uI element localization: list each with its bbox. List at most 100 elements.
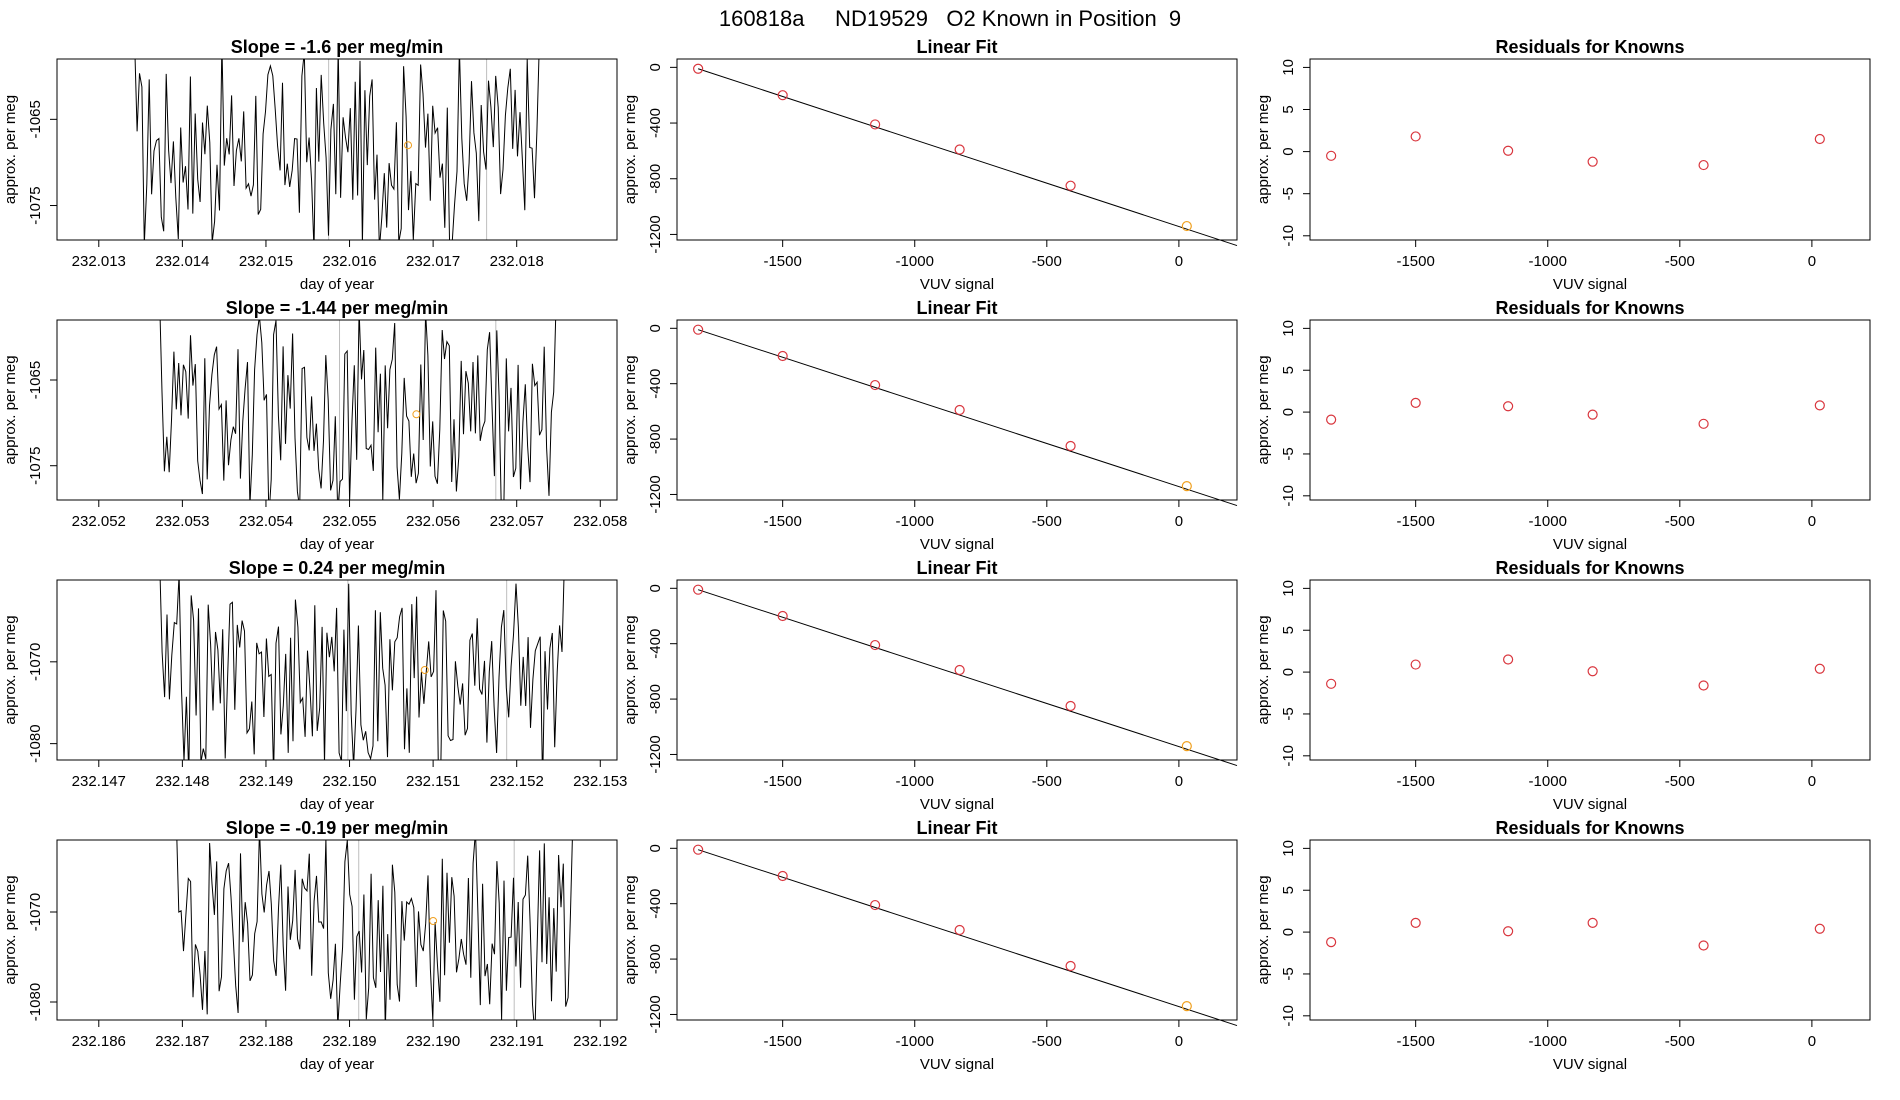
y-tick-label: -10: [1280, 745, 1297, 767]
known-point: [1410, 659, 1421, 670]
x-tick-label: 232.151: [406, 773, 460, 790]
x-tick-label: 232.057: [490, 513, 544, 530]
x-tick-label: 232.149: [239, 773, 293, 790]
sample-mean-marker: [429, 917, 438, 925]
known-point: [1814, 133, 1825, 145]
fit-line: [697, 849, 1238, 1027]
known-point: [1065, 180, 1076, 191]
x-tick-label: 232.053: [155, 513, 209, 530]
known-point: [1065, 960, 1076, 972]
linear-fit-panel: Linear Fit VUV signal approx. per meg -1500…: [622, 37, 1238, 293]
known-point: [1326, 414, 1337, 425]
y-tick-label: -800: [647, 684, 664, 714]
known-point: [1503, 654, 1514, 665]
y-tick-label: -1200: [647, 995, 664, 1033]
raw-signal-trace: [134, 59, 540, 240]
x-tick-label: 232.058: [573, 513, 627, 530]
x-tick-label: -1500: [1396, 773, 1434, 790]
y-tick-label: -800: [647, 164, 664, 194]
x-tick-label: -500: [1032, 253, 1062, 270]
x-tick-label: -1000: [896, 513, 934, 530]
sample-mean-marker: [412, 410, 421, 419]
known-point: [1814, 663, 1825, 674]
known-point-highlight: [1181, 741, 1192, 752]
x-tick-label: 232.056: [406, 513, 460, 530]
known-point: [1587, 666, 1598, 677]
known-point: [954, 144, 965, 155]
y-tick-label: -10: [1280, 225, 1297, 247]
y-tick-label: 0: [1280, 147, 1297, 155]
x-tick-label: 0: [1175, 253, 1183, 270]
y-tick-label: -5: [1280, 707, 1297, 720]
x-tick-label: -1000: [896, 773, 934, 790]
fit-line: [697, 68, 1238, 247]
x-tick-label: -1500: [763, 1033, 801, 1050]
y-tick-label: -800: [647, 424, 664, 454]
fit-line: [697, 329, 1238, 507]
y-axis-label: approx. per meg: [2, 355, 19, 464]
x-tick-label: 0: [1175, 513, 1183, 530]
y-tick-label: -1070: [27, 893, 44, 931]
plot-title: Slope = -1.6 per meg/min: [231, 37, 444, 57]
y-tick-label: 0: [647, 584, 664, 592]
y-tick-label: -1200: [647, 215, 664, 253]
plot-title: Slope = -1.44 per meg/min: [226, 298, 449, 318]
known-point: [870, 119, 881, 130]
plot-frame: [1309, 319, 1871, 501]
y-tick-label: -10: [1280, 1005, 1297, 1027]
plot-title: Residuals for Knowns: [1495, 37, 1684, 57]
linear-fit-panel: Linear Fit VUV signal approx. per meg -1500…: [622, 818, 1238, 1073]
y-tick-label: 5: [1280, 626, 1297, 634]
x-tick-label: 232.147: [72, 773, 126, 790]
plot-title: Slope = -0.19 per meg/min: [226, 818, 449, 838]
x-tick-label: -500: [1032, 513, 1062, 530]
x-tick-label: -500: [1665, 1033, 1695, 1050]
x-axis-label: day of year: [300, 1056, 374, 1073]
known-point: [1698, 159, 1709, 171]
known-point: [1410, 917, 1421, 928]
page-title: 160818a ND19529 O2 Known in Position 9: [719, 6, 1181, 31]
x-tick-label: -500: [1665, 773, 1695, 790]
y-tick-label: 10: [1280, 59, 1297, 76]
x-tick-label: 232.148: [155, 773, 209, 790]
x-tick-label: 232.150: [322, 773, 376, 790]
known-point: [777, 870, 788, 882]
x-tick-label: -1500: [763, 773, 801, 790]
timeseries-panel: Slope = -1.6 per meg/min day of year appro…: [2, 37, 618, 293]
known-point: [777, 90, 788, 101]
x-tick-label: -1500: [763, 513, 801, 530]
plot-frame: [676, 319, 1238, 501]
y-tick-label: -1080: [27, 724, 44, 762]
y-axis-label: approx. per meg: [622, 95, 639, 204]
y-tick-label: 0: [647, 844, 664, 852]
linear-fit-panel: Linear Fit VUV signal approx. per meg -1500…: [622, 558, 1238, 813]
x-axis-label: VUV signal: [920, 536, 994, 553]
known-point: [954, 664, 965, 676]
y-axis-label: approx. per meg: [1255, 875, 1272, 984]
plot-title: Linear Fit: [916, 298, 997, 318]
plot-frame: [56, 319, 618, 501]
x-tick-label: -1000: [896, 253, 934, 270]
y-tick-label: -800: [647, 944, 664, 974]
y-axis-label: approx. per meg: [622, 875, 639, 984]
x-tick-label: 232.191: [490, 1033, 544, 1050]
x-tick-label: 232.188: [239, 1033, 293, 1050]
residuals-panel: Residuals for Knowns VUV signal approx. pe…: [1255, 558, 1871, 813]
x-tick-label: 0: [1808, 773, 1816, 790]
y-tick-label: 10: [1280, 580, 1297, 597]
y-tick-label: 0: [1280, 408, 1297, 416]
raw-signal-trace: [176, 840, 573, 1020]
y-tick-label: 10: [1280, 840, 1297, 857]
known-point: [777, 350, 788, 362]
linear-fit-panel: Linear Fit VUV signal approx. per meg -1500…: [622, 298, 1238, 553]
plot-frame: [1309, 839, 1871, 1021]
y-tick-label: -1065: [27, 361, 44, 399]
known-point: [870, 379, 881, 391]
residuals-panel: Residuals for Knowns VUV signal approx. pe…: [1255, 818, 1871, 1073]
y-tick-label: -5: [1280, 967, 1297, 980]
plot-frame: [56, 579, 618, 761]
plot-frame: [676, 839, 1238, 1021]
y-tick-label: 0: [647, 63, 664, 71]
x-axis-label: day of year: [300, 796, 374, 813]
x-axis-label: VUV signal: [920, 796, 994, 813]
